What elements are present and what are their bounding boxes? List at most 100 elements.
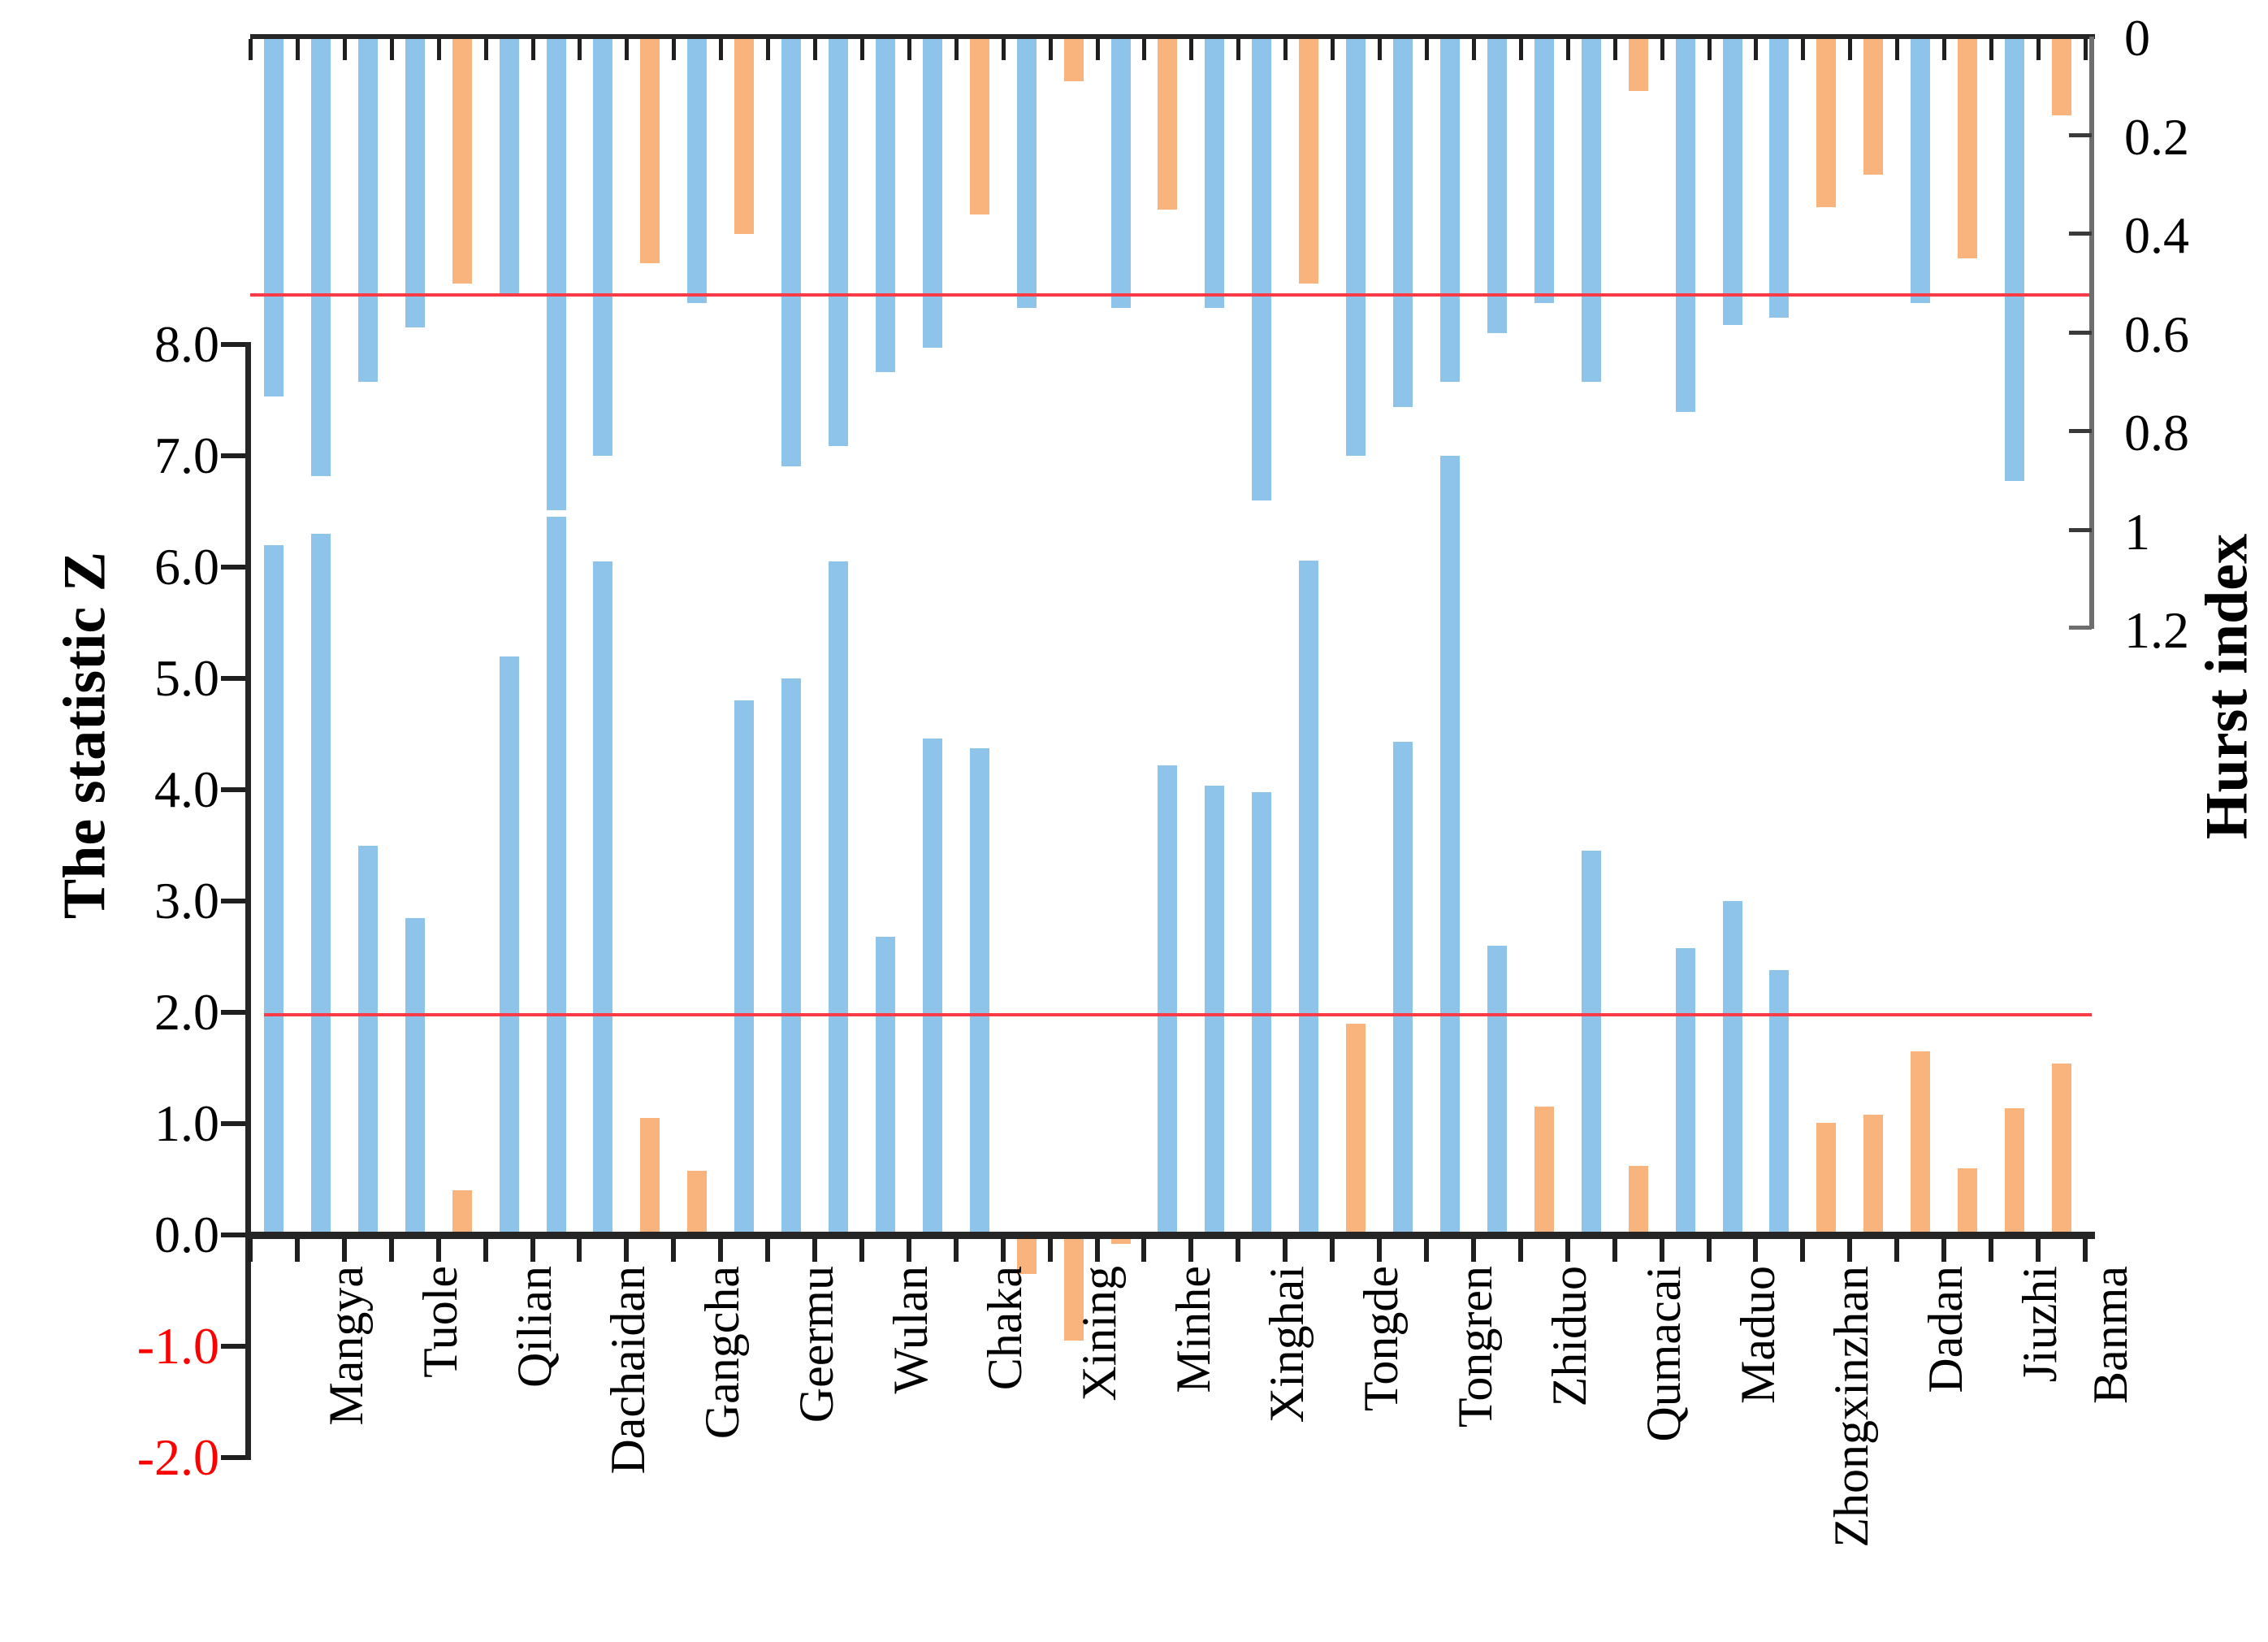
left-axis-tick	[221, 342, 245, 347]
left-axis-tick	[221, 899, 245, 903]
x-label-jiuzhi: Jiuzhi	[2013, 1266, 2067, 1383]
top-axis-minor-tick	[859, 39, 864, 60]
right-axis-tick-label: 0	[2124, 9, 2150, 67]
left-axis-tick	[221, 787, 245, 792]
top-axis-minor-tick	[719, 39, 724, 60]
right-axis-tick-label: 0.2	[2124, 107, 2189, 166]
z-bar-zhongxinzhan-1	[1769, 969, 1790, 1235]
x-label-tongde: Tongde	[1354, 1266, 1409, 1412]
top-axis-line	[250, 34, 2095, 39]
left-axis-tick	[221, 1233, 245, 1237]
bottom-axis-minor-tick	[388, 1239, 394, 1262]
left-axis-tick-label: 5.0	[154, 649, 219, 707]
x-label-wulan: Wulan	[884, 1266, 937, 1394]
bottom-axis-minor-tick	[2082, 1239, 2088, 1262]
hurst-bar-jiuzhi-2	[2005, 37, 2025, 481]
hurst-bar-geermu-2	[781, 37, 802, 466]
left-axis-tick-label: 4.0	[154, 760, 219, 818]
left-axis-spine	[245, 342, 251, 1460]
left-axis-tick-label: 8.0	[154, 315, 219, 373]
bottom-axis-minor-tick	[1047, 1239, 1053, 1262]
hurst-bar-zhongxinzhan-2	[1816, 37, 1837, 207]
bottom-axis-minor-tick	[718, 1239, 724, 1262]
x-label-dadan: Dadan	[1919, 1266, 1973, 1393]
top-axis-minor-tick	[1848, 39, 1853, 60]
z-bar-jiuzhi-1	[1958, 1168, 1978, 1235]
bottom-axis-minor-tick	[1847, 1239, 1853, 1262]
right-axis-foot	[2069, 626, 2092, 630]
top-axis-minor-tick	[1660, 39, 1664, 60]
left-axis-tick-label: 3.0	[154, 872, 219, 929]
hurst-bar-dachaidan-1	[546, 37, 566, 511]
x-label-qumacai: Qumacai	[1636, 1266, 1690, 1442]
bottom-axis-minor-tick	[1517, 1239, 1523, 1262]
bottom-axis-minor-tick	[1894, 1239, 1900, 1262]
top-axis-minor-tick	[436, 39, 441, 60]
x-label-tuole: Tuole	[413, 1266, 467, 1378]
hurst-bar-qumacai-1	[1581, 37, 1601, 383]
hurst-bar-gangcha-1	[640, 37, 660, 264]
top-axis-minor-tick	[530, 39, 535, 60]
bottom-axis-minor-tick	[1706, 1239, 1712, 1262]
z-bar-gangcha-1	[640, 1118, 660, 1235]
top-axis-minor-tick	[249, 39, 253, 60]
top-axis-minor-tick	[1425, 39, 1429, 60]
hurst-bar-wulan-1	[829, 37, 849, 447]
bottom-axis-minor-tick	[577, 1239, 582, 1262]
bottom-axis-minor-tick	[530, 1239, 535, 1262]
bottom-axis-line	[247, 1232, 2095, 1239]
hurst-bar-tuole-2	[405, 37, 425, 328]
hurst-bar-wulan-2	[875, 37, 895, 373]
right-axis-tick-label: 0.6	[2124, 305, 2189, 363]
z-bar-dadan-2	[1911, 1051, 1931, 1235]
hurst-bar-qilian-2	[499, 37, 519, 293]
z-bar-gangcha-2	[687, 1170, 708, 1235]
right-axis-tick-label: 0.4	[2124, 206, 2189, 264]
top-axis-minor-tick	[1095, 39, 1100, 60]
bottom-axis-minor-tick	[1753, 1239, 1759, 1262]
z-bar-minhe-1	[1110, 1235, 1131, 1244]
bottom-axis-minor-tick	[812, 1239, 818, 1262]
x-label-chaka: Chaka	[977, 1266, 1032, 1391]
bottom-axis-minor-tick	[953, 1239, 959, 1262]
bottom-axis-minor-tick	[1094, 1239, 1100, 1262]
hurst-bar-tongde-2	[1346, 37, 1366, 457]
left-axis-tick-label: 7.0	[154, 427, 219, 484]
bottom-axis-minor-tick	[1470, 1239, 1476, 1262]
z-bar-mangya-2	[310, 533, 331, 1235]
z-bar-chaka-2	[969, 748, 989, 1235]
bottom-axis-minor-tick	[906, 1239, 911, 1262]
z-bar-tuole-2	[405, 917, 425, 1235]
left-axis-tick	[221, 1455, 245, 1460]
right-axis-tick	[2069, 330, 2092, 335]
z-bar-maduo-1	[1675, 947, 1695, 1235]
z-bar-wulan-2	[875, 936, 895, 1235]
left-axis-tick	[221, 453, 245, 458]
hurst-bar-jiuzhi-1	[1958, 37, 1978, 259]
top-axis-minor-tick	[1518, 39, 1523, 60]
bottom-axis-minor-tick	[1000, 1239, 1006, 1262]
left-axis-tick	[221, 1010, 245, 1015]
hurst-threshold-line	[250, 292, 2092, 297]
top-axis-minor-tick	[1565, 39, 1570, 60]
bottom-axis-minor-tick	[671, 1239, 677, 1262]
top-axis-minor-tick	[1612, 39, 1617, 60]
hurst-bar-gangcha-2	[687, 37, 708, 304]
z-bar-qilian-2	[499, 656, 519, 1235]
hurst-bar-maduo-1	[1675, 37, 1695, 412]
hurst-bar-xining-1	[1016, 37, 1037, 309]
bottom-axis-minor-tick	[483, 1239, 488, 1262]
hurst-bar-xinghai-1	[1205, 37, 1225, 309]
x-label-tongren: Tongren	[1448, 1266, 1503, 1428]
right-axis-tick-label: 1.2	[2124, 601, 2189, 659]
left-axis-tick	[221, 565, 245, 570]
top-axis-minor-tick	[2036, 39, 2041, 60]
hurst-bar-tongren-1	[1393, 37, 1413, 407]
right-axis-tick	[2069, 527, 2092, 532]
hurst-bar-maduo-2	[1722, 37, 1742, 326]
left-axis-tick	[221, 1121, 245, 1126]
z-bar-xining-2	[1063, 1235, 1084, 1341]
z-bar-tongren-1	[1393, 742, 1413, 1235]
bottom-axis-minor-tick	[1424, 1239, 1429, 1262]
